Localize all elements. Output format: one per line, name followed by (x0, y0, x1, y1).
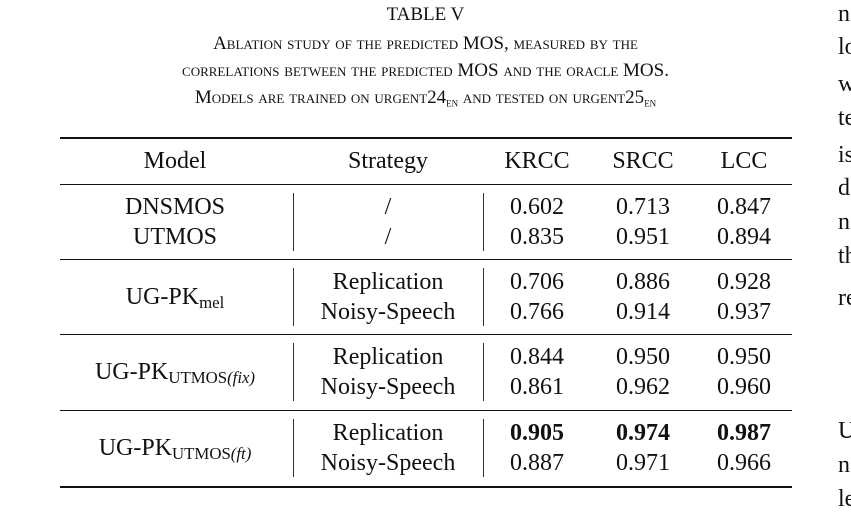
side-text: re (838, 285, 851, 311)
column-divider (293, 419, 294, 477)
metric-value: 0.887 (510, 450, 564, 476)
strategy: Noisy-Speech (320, 374, 456, 400)
model-base: UG-PK (98, 435, 173, 461)
top-rule (60, 137, 792, 139)
column-divider (293, 343, 294, 401)
column-divider (483, 419, 484, 477)
strategy: Replication (332, 344, 444, 370)
metric-value: 0.966 (717, 450, 771, 476)
metric-value: 0.937 (717, 299, 771, 325)
caption-sub: en (446, 94, 459, 110)
strategy: Noisy-Speech (320, 450, 456, 476)
metric-value: 0.950 (616, 344, 670, 370)
rule (60, 259, 792, 260)
metric-value: 0.894 (717, 224, 771, 250)
model-name: UG-PKUTMOS(ft) (99, 434, 252, 462)
metric-value: 0.706 (510, 269, 564, 295)
side-text: n (838, 452, 850, 478)
model-sub-italic: (fix) (227, 368, 256, 388)
table-label: TABLE V (386, 4, 465, 25)
side-text: U (838, 418, 851, 444)
model-sub: UTMOS (168, 368, 228, 388)
metric-value: 0.987 (717, 420, 771, 446)
column-divider (293, 268, 294, 326)
metric-value: 0.974 (616, 420, 670, 446)
side-text: n (838, 209, 850, 235)
metric-value: 0.847 (717, 194, 771, 220)
metric-value: 0.602 (510, 194, 564, 220)
metric-value: 0.951 (616, 224, 670, 250)
side-text: le (838, 486, 851, 512)
metric-value: 0.960 (717, 374, 771, 400)
metric-value: 0.844 (510, 344, 564, 370)
rule (60, 410, 792, 411)
side-text: n (838, 1, 850, 27)
model-sub: mel (199, 293, 225, 313)
strategy: Replication (332, 269, 444, 295)
metric-value: 0.766 (510, 299, 564, 325)
side-text: d (838, 175, 850, 201)
side-text: lo (838, 34, 851, 60)
model-sub-italic: (ft) (230, 444, 252, 464)
metric-value: 0.861 (510, 374, 564, 400)
model-name: UG-PKmel (126, 283, 225, 311)
caption-text: and tested on urgent25 (462, 87, 645, 108)
model-name: UG-PKUTMOS(fix) (95, 358, 255, 386)
caption-sub: en (644, 94, 657, 110)
column-divider (483, 268, 484, 326)
model-base: UG-PK (94, 359, 169, 385)
side-text: is (838, 142, 851, 168)
metric-value: 0.950 (717, 344, 771, 370)
metric-value: 0.928 (717, 269, 771, 295)
bottom-rule (60, 486, 792, 488)
rule (60, 184, 792, 185)
caption-line: Models are trained on urgent24en and tes… (0, 87, 851, 109)
column-divider (483, 343, 484, 401)
rule (60, 334, 792, 335)
metric-value: 0.835 (510, 224, 564, 250)
metric-value: 0.971 (616, 450, 670, 476)
column-divider (293, 193, 294, 251)
strategy: Noisy-Speech (320, 299, 456, 325)
side-text: w (838, 71, 851, 97)
model-name: DNSMOS (124, 194, 226, 220)
caption-line: correlations between the predicted MOS a… (182, 60, 669, 81)
metric-value: 0.905 (510, 420, 564, 446)
strategy: Replication (332, 420, 444, 446)
header-cell: Strategy (348, 148, 428, 174)
header-cell: Model (143, 148, 207, 174)
header-cell: KRCC (504, 148, 570, 174)
metric-value: 0.914 (616, 299, 670, 325)
side-text: th (838, 243, 851, 269)
metric-value: 0.886 (616, 269, 670, 295)
caption-text: Models are trained on urgent24 (194, 87, 447, 108)
side-text: te (838, 105, 851, 131)
model-base: UG-PK (125, 284, 200, 310)
model-name: UTMOS (132, 224, 218, 250)
metric-value: 0.962 (616, 374, 670, 400)
caption-line: Ablation study of the predicted MOS, mea… (213, 33, 638, 54)
strategy: / (384, 194, 392, 220)
column-divider (483, 193, 484, 251)
metric-value: 0.713 (616, 194, 670, 220)
model-sub: UTMOS (172, 444, 231, 464)
header-cell: SRCC (612, 148, 674, 174)
strategy: / (384, 224, 392, 250)
header-cell: LCC (720, 148, 768, 174)
